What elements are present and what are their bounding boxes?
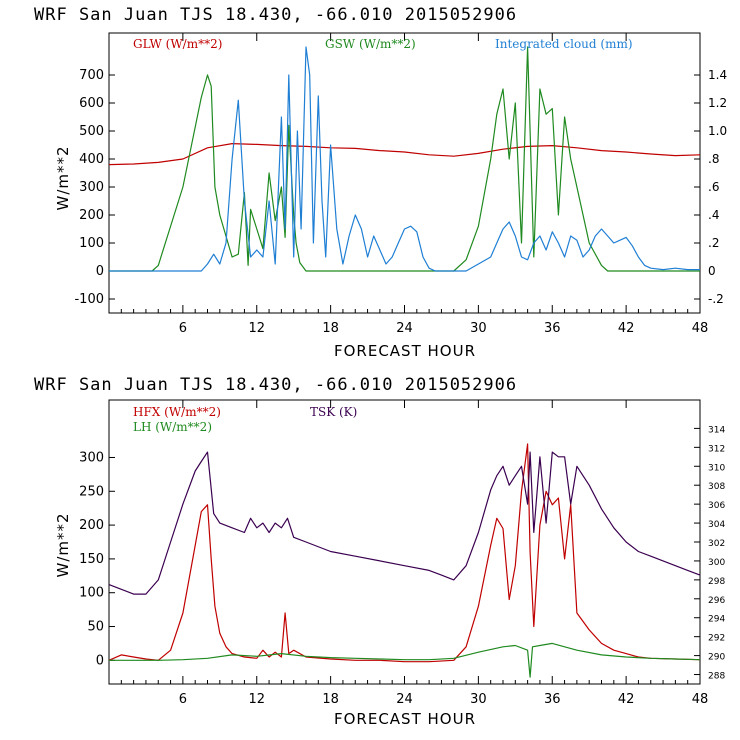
y2-tick-label: 300 [708, 558, 725, 568]
x-tick-label: 12 [248, 321, 265, 336]
y-tick-label: 200 [79, 518, 104, 533]
y2-tick-label: 288 [708, 672, 725, 682]
plot-frame [108, 399, 701, 685]
y-tick-label: 400 [79, 152, 104, 167]
x-tick-label: 30 [470, 321, 487, 336]
y-tick-label: 300 [79, 450, 104, 465]
y2-tick-label: 314 [708, 425, 725, 435]
y2-tick-label: 302 [708, 539, 725, 549]
series-glw-line [108, 143, 701, 166]
legend-lh: LH (W/m**2) [133, 420, 212, 434]
y2-tick-label: 1.2 [708, 96, 727, 110]
x-tick-label: 36 [544, 692, 561, 707]
y-tick-label: 200 [79, 208, 104, 223]
y-tick-label: 600 [79, 96, 104, 111]
y2-tick-label: 1.4 [708, 68, 727, 82]
y-axis-label: W/m**2 [54, 145, 72, 210]
x-tick-label: 42 [618, 692, 635, 707]
y2-tick-label: 294 [708, 615, 725, 625]
y-axis-right: -.2 0 .2 .4 .6 .8 1.0 1.2 1.4 [694, 68, 727, 306]
series-integrated-line [109, 46, 700, 272]
x-tick-label: 24 [396, 692, 413, 707]
y2-tick-label: .2 [708, 236, 719, 250]
legend-hfx: HFX (W/m**2) [133, 405, 221, 419]
x-tick-label: 42 [618, 321, 635, 336]
x-tick-label: 24 [396, 321, 413, 336]
y-tick-label: -100 [74, 292, 104, 307]
y-tick-label: 250 [79, 484, 104, 499]
y2-tick-label: 1.0 [708, 124, 727, 138]
y2-tick-label: -.2 [708, 292, 724, 306]
x-tick-label: 18 [322, 321, 339, 336]
series-group [108, 46, 701, 272]
y-tick-label: 50 [87, 620, 104, 635]
y-tick-label: 700 [79, 68, 104, 83]
y-tick-label: 0 [96, 264, 104, 279]
y2-tick-label: 290 [708, 653, 725, 663]
x-axis: 6 12 18 24 30 36 42 48 [120, 400, 709, 707]
panel-radiation: WRF San Juan TJS 18.430, -66.010 2015052… [34, 5, 727, 360]
y2-tick-label: 292 [708, 634, 725, 644]
y-axis-left: 0 50 100 150 200 250 300 [79, 450, 115, 668]
x-tick-label: 48 [692, 692, 709, 707]
legend-cloud: Integrated cloud (mm) [495, 37, 633, 51]
y-tick-label: 150 [79, 552, 104, 567]
y2-tick-label: 308 [708, 482, 725, 492]
x-tick-label: 48 [692, 321, 709, 336]
y2-tick-label: 312 [708, 444, 725, 454]
y2-tick-label: 304 [708, 520, 725, 530]
y-axis-right: 288 290 292 294 296 298 300 302 304 306 308 310 312 3… [694, 425, 725, 682]
y2-tick-label: .6 [708, 180, 719, 194]
y-tick-label: 100 [79, 586, 104, 601]
y2-tick-label: 296 [708, 596, 725, 606]
x-tick-label: 12 [248, 692, 265, 707]
legend-gsw: GSW (W/m**2) [325, 37, 416, 51]
x-tick-label: 6 [179, 321, 187, 336]
series-lh-line [109, 642, 701, 678]
x-tick-label: 30 [470, 692, 487, 707]
y2-tick-label: 310 [708, 463, 725, 473]
x-axis-label: FORECAST HOUR [334, 710, 476, 728]
series-gsw-line [109, 46, 700, 272]
series-hfx-line [108, 443, 701, 663]
y2-tick-label: 0 [708, 264, 716, 278]
x-tick-label: 18 [322, 692, 339, 707]
y2-tick-label: .4 [708, 208, 719, 222]
y-tick-label: 500 [79, 124, 104, 139]
y2-tick-label: 298 [708, 577, 725, 587]
legend-tsk: TSK (K) [310, 405, 357, 419]
y-axis-label: W/m**2 [54, 512, 72, 577]
x-tick-label: 36 [544, 321, 561, 336]
x-axis: 6 12 18 24 30 36 42 48 [120, 33, 709, 336]
series-tsk-line [108, 451, 701, 595]
y-tick-label: 100 [79, 236, 104, 251]
x-axis-label: FORECAST HOUR [334, 342, 476, 360]
y2-tick-label: .8 [708, 152, 719, 166]
panel-header: WRF San Juan TJS 18.430, -66.010 2015052… [34, 375, 517, 395]
series-group [108, 443, 701, 678]
y2-tick-label: 306 [708, 501, 725, 511]
y-tick-label: 0 [96, 653, 104, 668]
legend-glw: GLW (W/m**2) [133, 37, 222, 51]
panel-fluxes: WRF San Juan TJS 18.430, -66.010 2015052… [34, 375, 725, 728]
panel-header: WRF San Juan TJS 18.430, -66.010 2015052… [34, 5, 517, 25]
x-tick-label: 6 [179, 692, 187, 707]
y-tick-label: 300 [79, 180, 104, 195]
y-axis-left: -100 0 100 200 300 400 500 600 700 [74, 68, 115, 307]
